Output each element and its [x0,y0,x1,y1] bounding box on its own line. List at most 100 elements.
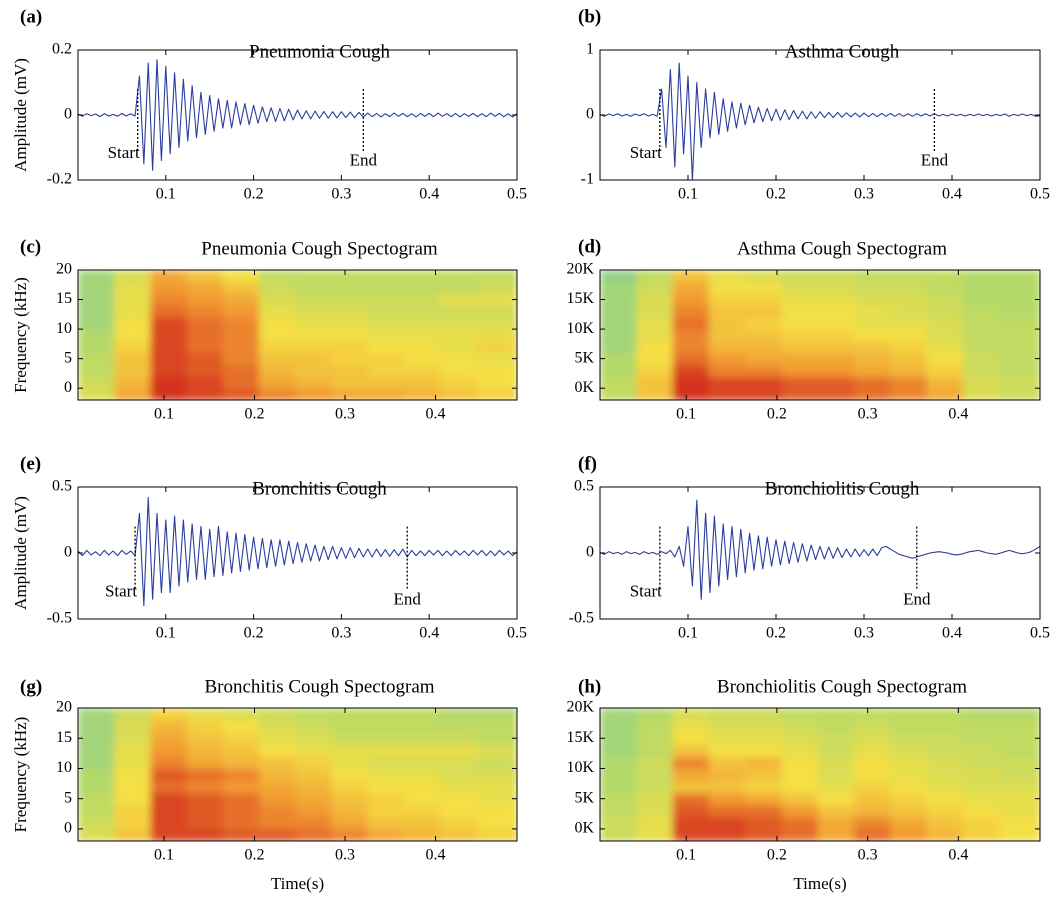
heatmap-cell [854,305,891,318]
heatmap-cell [259,376,296,389]
heatmap-cell [150,792,188,806]
chart-title: Pneumonia Cough Spectogram [201,238,438,259]
heatmap-cell [295,329,333,342]
heatmap-cell [222,780,260,794]
heatmap-cell [186,281,224,295]
heatmap-cell [926,816,964,830]
heatmap-cell [186,340,224,354]
heatmap-cell [781,804,819,818]
panel-label: (e) [20,453,41,474]
heatmap-cell [672,708,710,721]
heatmap-cell [476,281,517,295]
heatmap-cell [926,792,964,806]
heatmap-cell [476,720,517,733]
heatmap-cell [403,305,441,318]
x-tick-label: 0.5 [507,625,527,642]
heatmap-cell [440,388,477,400]
heatmap-cell [636,317,674,330]
heatmap-cell [403,281,441,295]
heatmap-cell [78,305,115,318]
heatmap-cell [854,281,891,295]
y-tick-label: 0.5 [574,478,594,495]
heatmap-cell [962,317,1000,330]
heatmap-cell [114,281,152,295]
heatmap-cell [926,329,964,342]
heatmap-cell [600,317,637,330]
heatmap-cell [926,744,964,757]
heatmap-cell [150,364,188,377]
axes-frame [599,269,1041,401]
heatmap-cell [999,756,1040,770]
heatmap-cell [926,732,964,745]
heatmap-cell [708,732,746,745]
x-tick-label: 0.4 [419,625,439,642]
heatmap-clip [600,708,1040,841]
heatmap-cell [403,780,441,794]
heatmap-cell [114,364,152,377]
heatmap-cell [440,305,477,318]
heatmap-cell [854,293,891,307]
heatmap-cell [78,352,115,366]
heatmap-cell [367,828,405,841]
heatmap-cell [114,376,152,389]
heatmap-cell [708,768,746,782]
heatmap-cell [708,720,746,733]
heatmap-cell [854,388,891,400]
y-tick-label: 1 [586,41,594,58]
heatmap-cell [150,804,188,818]
heatmap-cell [78,828,115,841]
heatmap-cell [672,792,710,806]
heatmap-cell [962,828,1000,841]
heatmap-cell [222,376,260,389]
marker-label: Start [108,143,140,162]
heatmap-cell [999,305,1040,318]
heatmap-cell [817,804,855,818]
heatmap-cell [403,293,441,307]
heatmap-cell [114,792,152,806]
heatmap-cell [222,828,260,841]
heatmap-cell [295,756,333,770]
heatmap-cell [745,305,783,318]
heatmap-cell [962,376,1000,389]
heatmap-cell [222,270,260,283]
heatmap-cell [222,293,260,307]
heatmap-cell [962,792,1000,806]
heatmap-cell [817,768,855,782]
heatmap-cell [78,281,115,295]
heatmap-cell [708,388,746,400]
heatmap-cell [781,388,819,400]
heatmap-cell [672,281,710,295]
heatmap-cell [672,732,710,745]
y-tick-label: 0 [64,544,72,561]
heatmap-cell [600,329,637,342]
heatmap-cell [817,828,855,841]
marker-label: Start [630,143,662,162]
heatmap-cell [672,352,710,366]
heatmap-cell [403,816,441,830]
heatmap-cell [367,744,405,757]
heatmap-cell [999,732,1040,745]
heatmap-cell [476,329,517,342]
chart-title: Bronchitis Cough Spectogram [204,676,434,697]
heatmap-cell [708,792,746,806]
heatmap-cell [817,317,855,330]
heatmap-cell [476,364,517,377]
heatmap-cell [962,293,1000,307]
heatmap-cell [926,376,964,389]
heatmap-cell [999,388,1040,400]
heatmap-cell [781,744,819,757]
heatmap-cell [781,780,819,794]
chart-title: Bronchiolitis Cough [765,478,920,499]
marker-label: End [921,151,949,170]
marker-label: End [350,151,378,170]
heatmap-cell [817,388,855,400]
heatmap-cell [331,270,369,283]
chart-title: Bronchiolitis Cough Spectogram [717,676,967,697]
heatmap-cell [295,376,333,389]
heatmap-cell [708,293,746,307]
heatmap-cell [259,305,296,318]
heatmap-cell [854,816,891,830]
heatmap-cell [636,768,674,782]
heatmap-cell [403,828,441,841]
heatmap-cell [745,732,783,745]
